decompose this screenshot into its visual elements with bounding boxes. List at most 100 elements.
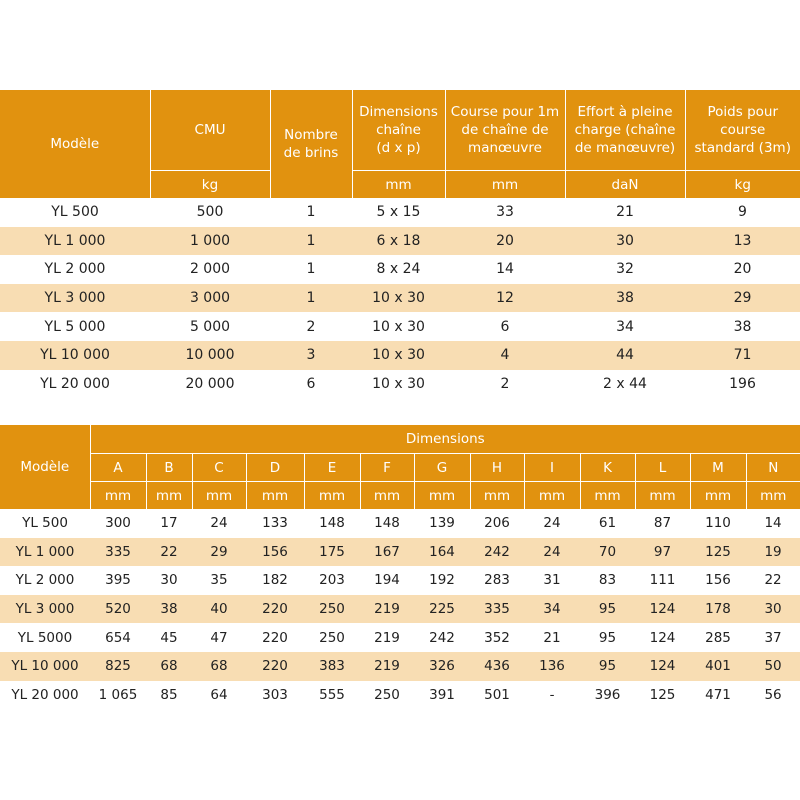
table-row: YL 10 000 825 68 68 220 383 219 326 436 …: [0, 651, 800, 681]
cell-n: 56: [764, 686, 782, 703]
cell-k: 95: [580, 594, 635, 624]
cell-m: 110: [705, 515, 731, 532]
unit-d: mm: [246, 481, 305, 509]
cell-poids: 13: [685, 226, 800, 256]
header-col-d: D: [246, 453, 305, 482]
cell-c: 35: [210, 572, 228, 589]
unit-i: mm: [524, 481, 581, 509]
header-dim-line2: chaîne: [376, 122, 421, 138]
header-cmu-label: CMU: [194, 122, 226, 138]
cell-g: 391: [429, 686, 455, 703]
header-course-line2: de chaîne de: [461, 122, 549, 138]
table-row: YL 20 000 1 065 85 64 303 555 250 391 50…: [0, 681, 800, 710]
cell-poids: 9: [738, 204, 747, 221]
cell-g: 139: [429, 515, 455, 532]
cell-k: 95: [580, 651, 635, 681]
unit-c: mm: [192, 481, 247, 509]
cell-d: 220: [246, 594, 304, 624]
table-row: YL 500 300 17 24 133 148 148 139 206 24 …: [0, 509, 800, 538]
unit-n: mm: [746, 481, 800, 509]
cell-e: 555: [319, 686, 345, 703]
header-dimensions-label: Dimensions: [405, 431, 485, 447]
unit-a: mm: [90, 481, 147, 509]
header-col-h: H: [470, 453, 525, 482]
table-row: YL 2 000 395 30 35 182 203 194 192 283 3…: [0, 566, 800, 595]
header-col-g: G: [414, 453, 471, 482]
cell-i: -: [549, 686, 555, 703]
header-col-l: L: [635, 453, 691, 482]
cell-modele: YL 10 000: [0, 651, 90, 681]
cell-poids: 196: [729, 375, 756, 392]
header-modele-label: Modèle: [20, 459, 70, 475]
cell-a: 300: [105, 515, 131, 532]
cell-g: 192: [429, 572, 455, 589]
cell-modele: YL 5000: [17, 629, 73, 646]
cell-f: 250: [374, 686, 400, 703]
cell-cmu: 3 000: [150, 283, 270, 313]
cell-g: 164: [414, 537, 470, 567]
header-col-b: B: [146, 453, 193, 482]
unit-effort: daN: [565, 170, 686, 198]
header-effort-line3: de manœuvre): [574, 140, 676, 156]
cell-l: 125: [649, 686, 676, 703]
cell-a: 654: [105, 629, 131, 646]
header-course-line3: manœuvre: [468, 140, 542, 156]
cell-i: 24: [543, 515, 561, 532]
table-row: YL 1 000 1 000 1 6 x 18 20 30 13: [0, 226, 800, 256]
cell-h: 335: [470, 594, 524, 624]
cell-e: 250: [319, 629, 345, 646]
cell-i: 136: [524, 651, 580, 681]
unit-course: mm: [445, 170, 566, 198]
cell-a: 395: [105, 572, 131, 589]
cell-cmu: 5 000: [189, 318, 231, 335]
header-col-e: E: [304, 453, 361, 482]
header-col-a: A: [90, 453, 147, 482]
cell-n: 50: [746, 651, 800, 681]
cell-dimensions: 6 x 18: [352, 226, 445, 256]
table-row: YL 1 000 335 22 29 156 175 167 164 242 2…: [0, 537, 800, 567]
cell-b: 22: [146, 537, 192, 567]
header-dimensions: Dimensions: [90, 425, 800, 454]
header-col-c: C: [192, 453, 247, 482]
header-modele: Modèle: [0, 425, 91, 509]
table-row: YL 5 000 5 000 2 10 x 30 6 34 38: [0, 312, 800, 341]
cell-b: 38: [146, 594, 192, 624]
cell-effort: 2 x 44: [603, 375, 647, 392]
cell-c: 47: [210, 629, 228, 646]
cell-f: 219: [360, 651, 414, 681]
cell-d: 133: [262, 515, 288, 532]
cell-course: 4: [445, 340, 565, 370]
cell-effort: 38: [565, 283, 685, 313]
cell-modele: YL 3 000: [0, 283, 150, 313]
cell-brins: 3: [270, 340, 352, 370]
header-dim-line3: (d x p): [376, 140, 421, 156]
table-row: YL 3 000 3 000 1 10 x 30 12 38 29: [0, 283, 800, 313]
header-nombre-line2: de brins: [283, 145, 339, 161]
cell-a: 1 065: [98, 686, 138, 703]
cell-cmu: 10 000: [150, 340, 270, 370]
cell-b: 45: [160, 629, 178, 646]
cell-modele: YL 20 000: [40, 375, 110, 392]
cell-h: 501: [484, 686, 510, 703]
header-poids-line1: Poids pour: [707, 104, 779, 120]
unit-b: mm: [146, 481, 193, 509]
cell-course: 20: [445, 226, 565, 256]
cell-modele: YL 1 000: [0, 226, 150, 256]
table-row: YL 5000 654 45 47 220 250 219 242 352 21…: [0, 623, 800, 652]
cell-b: 85: [160, 686, 178, 703]
cell-dimensions: 10 x 30: [352, 283, 445, 313]
cell-course: 6: [500, 318, 510, 335]
cell-f: 219: [360, 594, 414, 624]
header-col-f: F: [360, 453, 415, 482]
cell-i: 34: [524, 594, 580, 624]
cell-effort: 21: [616, 204, 634, 221]
header-effort: Effort à pleine charge (chaîne de manœuv…: [565, 90, 686, 171]
cell-modele: YL 20 000: [11, 686, 79, 703]
cell-e: 250: [304, 594, 360, 624]
header-col-n: N: [746, 453, 800, 482]
header-poids-line2: course: [720, 122, 766, 138]
cell-brins: 1: [306, 204, 316, 221]
cell-h: 206: [484, 515, 510, 532]
cell-m: 471: [705, 686, 731, 703]
cell-n: 19: [746, 537, 800, 567]
